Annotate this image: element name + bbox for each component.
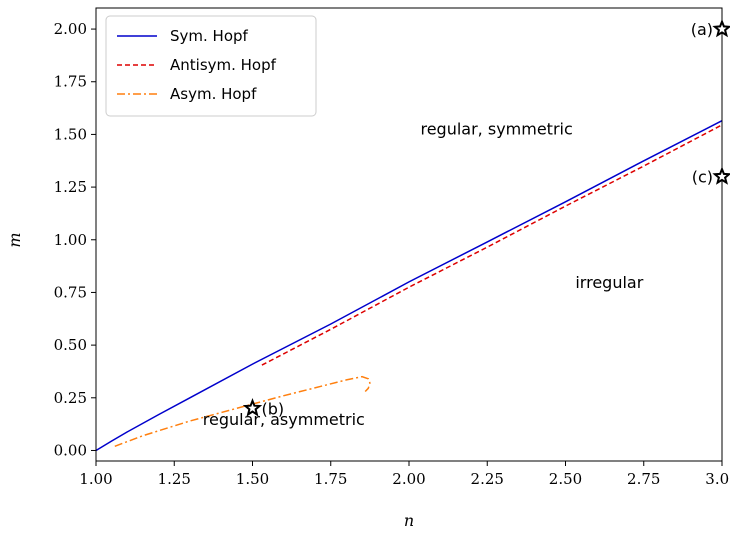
star-marker-icon	[712, 18, 730, 38]
x-tick-label: 2.75	[627, 470, 660, 488]
y-tick-label: 0.25	[54, 389, 87, 407]
marker-label: (c)	[692, 168, 713, 187]
y-tick-label: 1.00	[54, 231, 87, 249]
region-labels: regular, symmetric irregular regular, asym…	[203, 119, 644, 429]
y-tick-label: 0.75	[54, 283, 87, 301]
y-tick-label: 0.00	[54, 441, 87, 459]
x-tick-label: 1.50	[236, 470, 269, 488]
legend-box	[105, 15, 317, 117]
series-line-2	[114, 375, 371, 448]
marker-label: (a)	[691, 20, 713, 39]
x-tick-label: 2.25	[471, 470, 504, 488]
region-label: regular, symmetric	[420, 119, 572, 138]
legend-label: Sym. Hopf	[170, 27, 249, 45]
x-tick-label: 2.50	[549, 470, 582, 488]
x-tick-label: 2.00	[392, 470, 425, 488]
x-tick-label: 1.25	[158, 470, 191, 488]
y-tick-label: 1.75	[54, 73, 87, 91]
legend-label: Asym. Hopf	[170, 85, 257, 103]
star-marker-icon	[242, 398, 263, 417]
y-tick-label: 1.50	[54, 125, 87, 143]
x-tick-label: 3.00	[705, 470, 730, 488]
marker-label: (b)	[262, 399, 285, 418]
markers: (a) (b) (c)	[242, 18, 730, 418]
x-tick-label: 1.75	[314, 470, 347, 488]
x-tick-label: 1.00	[79, 470, 112, 488]
series-line-0	[95, 120, 723, 452]
y-tick-label: 0.50	[54, 336, 87, 354]
region-label: regular, asymmetric	[203, 410, 365, 429]
y-axis-label: m	[5, 232, 24, 247]
y-tick-label: 1.25	[54, 178, 87, 196]
region-label: irregular	[575, 273, 643, 292]
x-axis-label: n	[404, 511, 414, 530]
x-ticks: 1.00 1.25 1.50 1.75 2.00 2.25 2.50 2.75 3.00	[79, 461, 730, 488]
y-ticks: 0.00 0.25 0.50 0.75 1.00 1.25 1.50 1.75 2.00	[54, 20, 96, 459]
legend: Sym. Hopf Antisym. Hopf Asym. Hopf	[105, 15, 317, 117]
plot-lines	[95, 120, 723, 452]
legend-label: Antisym. Hopf	[170, 56, 277, 74]
star-marker-icon	[712, 166, 730, 185]
y-tick-label: 2.00	[54, 20, 87, 38]
series-line-1	[261, 124, 723, 366]
